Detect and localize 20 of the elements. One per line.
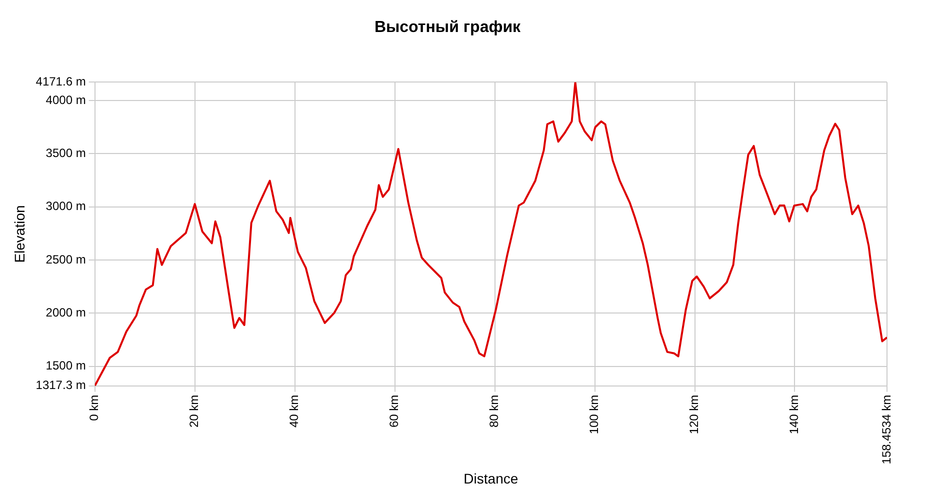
y-tick-label: 4171.6 m (36, 74, 86, 89)
y-tick-label: 3000 m (46, 199, 86, 214)
x-tick-label: 100 km (587, 394, 602, 434)
x-tick-label: 158.4534 km (879, 394, 894, 464)
x-tick-label: 0 km (87, 394, 102, 421)
y-tick-label: 4000 m (46, 92, 86, 107)
x-tick-label: 60 km (387, 394, 402, 428)
y-tick-label: 3500 m (46, 146, 86, 160)
x-axis-title: Distance (464, 470, 518, 486)
x-tick-label: 80 km (487, 394, 502, 428)
x-tick-label: 140 km (787, 394, 802, 434)
y-tick-label: 2000 m (46, 306, 86, 320)
y-axis-title: Elevation (11, 205, 28, 263)
y-tick-label: 1500 m (46, 358, 86, 373)
x-tick-label: 20 km (187, 394, 202, 428)
y-tick-label: 1317.3 m (36, 378, 86, 392)
x-tick-label: 120 km (687, 394, 702, 434)
chart-title: Высотный график (374, 19, 522, 36)
y-tick-label: 2500 m (46, 252, 86, 266)
x-tick-label: 40 km (287, 394, 302, 428)
